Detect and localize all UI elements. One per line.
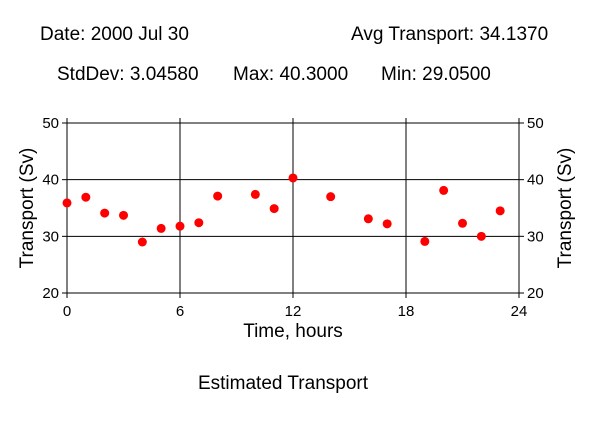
x-tick-label: 12 <box>285 303 302 320</box>
y-axis-label-left: Transport (Sv) <box>17 148 38 269</box>
y-tick-label-left: 40 <box>42 172 59 189</box>
data-point <box>119 210 128 220</box>
y-tick-label-left: 20 <box>42 285 59 302</box>
x-axis-label: Time, hours <box>243 321 343 342</box>
y-tick-label-right: 50 <box>527 115 544 132</box>
data-point <box>194 218 204 228</box>
x-tick-label: 24 <box>511 303 528 320</box>
data-point <box>81 192 91 202</box>
data-point <box>363 214 373 224</box>
data-points <box>62 173 505 247</box>
data-point <box>382 219 392 229</box>
data-point <box>495 206 505 216</box>
x-tick-label: 0 <box>63 303 71 320</box>
x-tick-label: 6 <box>176 303 184 320</box>
y-tick-label-right: 40 <box>527 172 544 189</box>
min-label: Min: 29.0500 <box>381 64 491 85</box>
data-point <box>137 237 147 247</box>
y-tick-label-left: 30 <box>42 228 59 245</box>
data-point <box>439 185 449 195</box>
data-point <box>156 223 166 233</box>
data-point <box>213 191 223 201</box>
data-point <box>269 204 279 214</box>
data-point <box>288 173 298 183</box>
grid-lines <box>67 123 519 293</box>
data-point <box>476 231 486 241</box>
data-point <box>62 198 72 208</box>
data-point <box>175 221 185 231</box>
y-tick-label-right: 20 <box>527 285 544 302</box>
avg-transport-label: Avg Transport: 34.1370 <box>351 24 549 45</box>
data-point <box>100 208 110 218</box>
date-label: Date: 2000 Jul 30 <box>40 24 189 45</box>
data-point <box>420 236 430 246</box>
y-axis-label-right: Transport (Sv) <box>555 148 576 269</box>
data-point <box>250 189 260 199</box>
stddev-label: StdDev: 3.04580 <box>57 64 199 85</box>
x-tick-label: 18 <box>398 303 415 320</box>
chart-caption: Estimated Transport <box>197 373 369 394</box>
y-tick-label-right: 30 <box>527 228 544 245</box>
data-point <box>458 218 467 228</box>
data-point <box>326 192 336 202</box>
y-tick-label-left: 50 <box>42 115 59 132</box>
max-label: Max: 40.3000 <box>233 64 349 85</box>
